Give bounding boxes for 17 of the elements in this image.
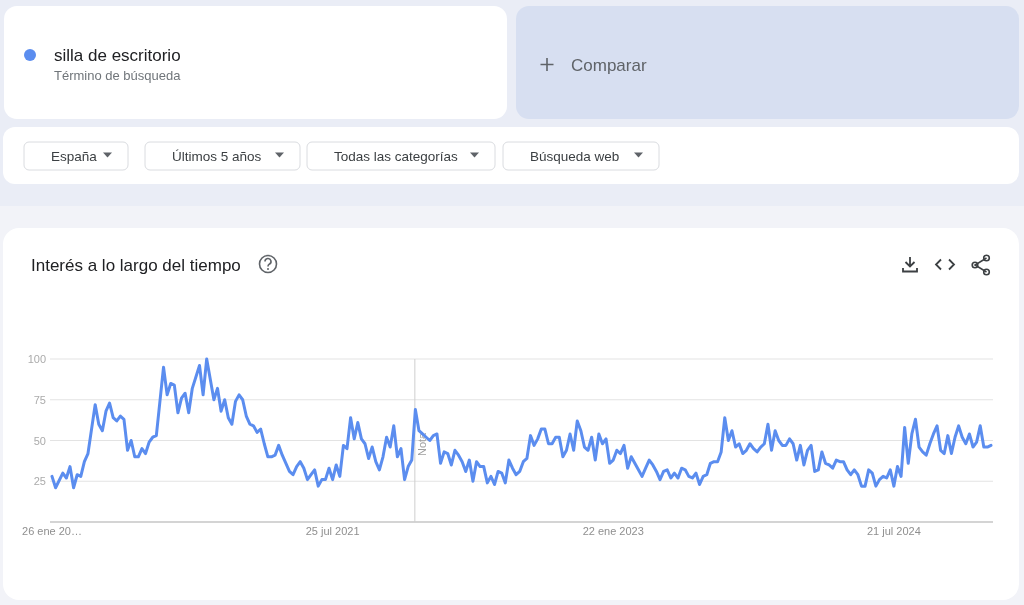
x-tick-label: 25 jul 2021 <box>305 525 360 537</box>
y-tick-label: 50 <box>33 434 46 447</box>
text: Búsqueda web <box>530 149 620 164</box>
x-tick-label: 26 ene 20… <box>22 525 82 537</box>
line-series <box>50 357 993 490</box>
x-tick-label: 21 jul 2024 <box>866 525 921 537</box>
x-tick-label: 22 ene 2023 <box>582 525 644 537</box>
text: Últimos 5 años <box>172 149 262 164</box>
text: Todas las categorías <box>334 149 459 164</box>
legend-label: silla de escritorio <box>54 46 181 65</box>
y-tick-label: 75 <box>33 393 46 406</box>
text: Comparar <box>571 55 647 75</box>
chart-title: Interés a lo largo del tiempo <box>31 256 241 275</box>
y-tick-label: 100 <box>27 353 46 365</box>
text: España <box>51 149 98 164</box>
text: Término de búsqueda <box>54 68 182 83</box>
y-tick-label: 25 <box>33 475 46 488</box>
